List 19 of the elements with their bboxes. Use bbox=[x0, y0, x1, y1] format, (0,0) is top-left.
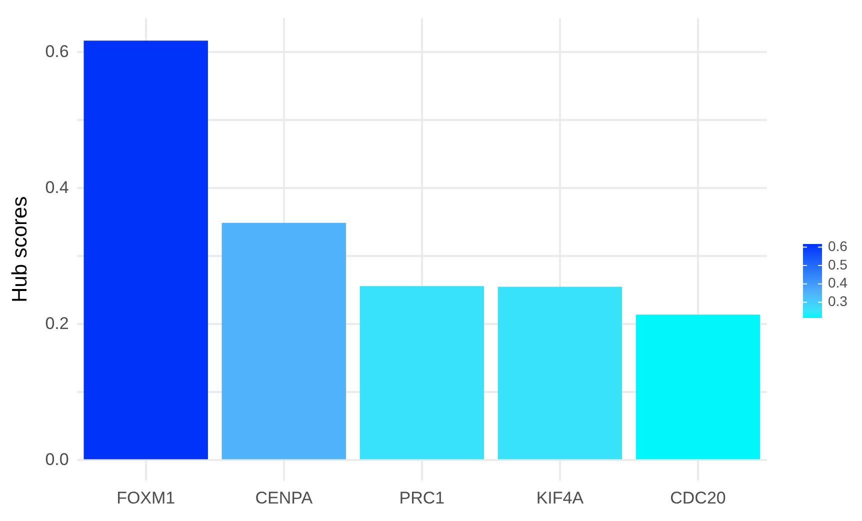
color-bar-label: 0.6 bbox=[828, 238, 848, 254]
y-axis-title: Hub scores bbox=[8, 196, 32, 303]
x-tick-label: CDC20 bbox=[670, 488, 726, 508]
bar bbox=[222, 222, 346, 460]
x-tick-label: FOXM1 bbox=[116, 488, 176, 508]
y-tick-label: 0.6 bbox=[45, 42, 69, 61]
bar bbox=[84, 40, 208, 460]
x-tick-label: PRC1 bbox=[399, 488, 445, 508]
y-tick-label: 0.0 bbox=[45, 450, 69, 469]
y-tick-label: 0.4 bbox=[45, 178, 69, 197]
x-tick-label: CENPA bbox=[255, 488, 314, 508]
bar bbox=[498, 286, 622, 460]
color-bar-label: 0.3 bbox=[828, 293, 848, 310]
color-bar-label: 0.5 bbox=[828, 256, 848, 272]
x-tick-label: KIF4A bbox=[536, 488, 584, 508]
y-tick-label: 0.2 bbox=[45, 314, 69, 333]
bar bbox=[636, 314, 760, 460]
bar bbox=[360, 286, 484, 460]
color-bar-label: 0.4 bbox=[828, 274, 848, 291]
